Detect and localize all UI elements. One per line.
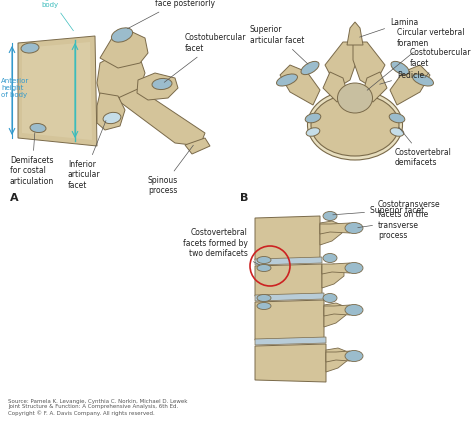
Polygon shape <box>255 337 326 345</box>
Polygon shape <box>185 138 210 154</box>
Polygon shape <box>363 72 387 102</box>
Polygon shape <box>255 293 324 301</box>
Text: Superior
articular facet: Superior articular facet <box>250 25 308 64</box>
Polygon shape <box>118 83 205 146</box>
Ellipse shape <box>345 351 363 362</box>
Polygon shape <box>322 264 344 288</box>
Polygon shape <box>324 303 346 327</box>
Polygon shape <box>353 42 385 88</box>
Ellipse shape <box>103 113 121 124</box>
Polygon shape <box>322 263 357 274</box>
Text: Demifacets
for costal
articulation: Demifacets for costal articulation <box>10 133 54 186</box>
Ellipse shape <box>301 61 319 74</box>
Ellipse shape <box>257 303 271 309</box>
Text: Costotransverse
facets on the
transverse
process: Costotransverse facets on the transverse… <box>358 200 441 240</box>
Polygon shape <box>255 264 322 298</box>
Text: Costotubercular
facet: Costotubercular facet <box>410 48 472 78</box>
Ellipse shape <box>337 83 373 113</box>
Text: A: A <box>10 193 18 203</box>
Text: Costovertebral
facets formed by
two demifacets: Costovertebral facets formed by two demi… <box>183 228 259 265</box>
Ellipse shape <box>257 256 271 264</box>
Ellipse shape <box>323 294 337 303</box>
Text: Superior facet: Superior facet <box>333 205 424 215</box>
Ellipse shape <box>308 90 402 160</box>
Ellipse shape <box>257 265 271 271</box>
Ellipse shape <box>21 43 39 53</box>
Polygon shape <box>255 257 322 265</box>
Ellipse shape <box>323 211 337 220</box>
Ellipse shape <box>306 128 320 136</box>
Text: Inferior
articular
facet: Inferior articular facet <box>68 121 106 190</box>
Ellipse shape <box>391 61 409 74</box>
Polygon shape <box>255 300 324 342</box>
Polygon shape <box>97 93 125 130</box>
Ellipse shape <box>345 223 363 234</box>
Polygon shape <box>22 42 92 140</box>
Ellipse shape <box>345 262 363 273</box>
Text: Anterior
height
of body: Anterior height of body <box>1 78 29 98</box>
Ellipse shape <box>323 253 337 262</box>
Text: Costovertebral
demifacets: Costovertebral demifacets <box>395 127 452 167</box>
Text: Spinous
process: Spinous process <box>148 145 193 196</box>
Polygon shape <box>324 305 357 316</box>
Ellipse shape <box>305 113 321 123</box>
Polygon shape <box>326 348 348 372</box>
Ellipse shape <box>111 28 133 42</box>
Polygon shape <box>280 65 320 105</box>
Polygon shape <box>326 351 357 362</box>
Text: Pedicle: Pedicle <box>380 71 424 84</box>
Polygon shape <box>18 36 97 146</box>
Polygon shape <box>255 216 320 262</box>
Text: B: B <box>240 193 248 203</box>
Ellipse shape <box>276 74 298 86</box>
Text: Circular vertebral
foramen: Circular vertebral foramen <box>367 28 465 90</box>
Polygon shape <box>100 30 148 68</box>
Text: Lamina: Lamina <box>360 18 418 37</box>
Polygon shape <box>347 22 363 45</box>
Text: Source: Pamela K. Levangie, Cynthia C. Norkin, Michael D. Lewek
Joint Structure : Source: Pamela K. Levangie, Cynthia C. N… <box>8 398 188 416</box>
Text: Costotubercular
facet: Costotubercular facet <box>164 33 246 82</box>
Ellipse shape <box>30 123 46 133</box>
Polygon shape <box>320 223 357 234</box>
Ellipse shape <box>152 78 172 89</box>
Polygon shape <box>390 65 430 105</box>
Polygon shape <box>323 72 347 102</box>
Polygon shape <box>97 53 145 98</box>
Ellipse shape <box>345 304 363 315</box>
Text: Superior facets
face posteriorly: Superior facets face posteriorly <box>128 0 215 29</box>
Polygon shape <box>255 344 326 382</box>
Ellipse shape <box>311 94 399 156</box>
Polygon shape <box>320 221 342 245</box>
Polygon shape <box>137 73 178 100</box>
Polygon shape <box>325 42 357 88</box>
Text: Posterior
height of
body: Posterior height of body <box>34 0 73 31</box>
Ellipse shape <box>257 294 271 301</box>
Ellipse shape <box>390 128 404 136</box>
Ellipse shape <box>389 113 405 123</box>
Ellipse shape <box>412 74 434 86</box>
